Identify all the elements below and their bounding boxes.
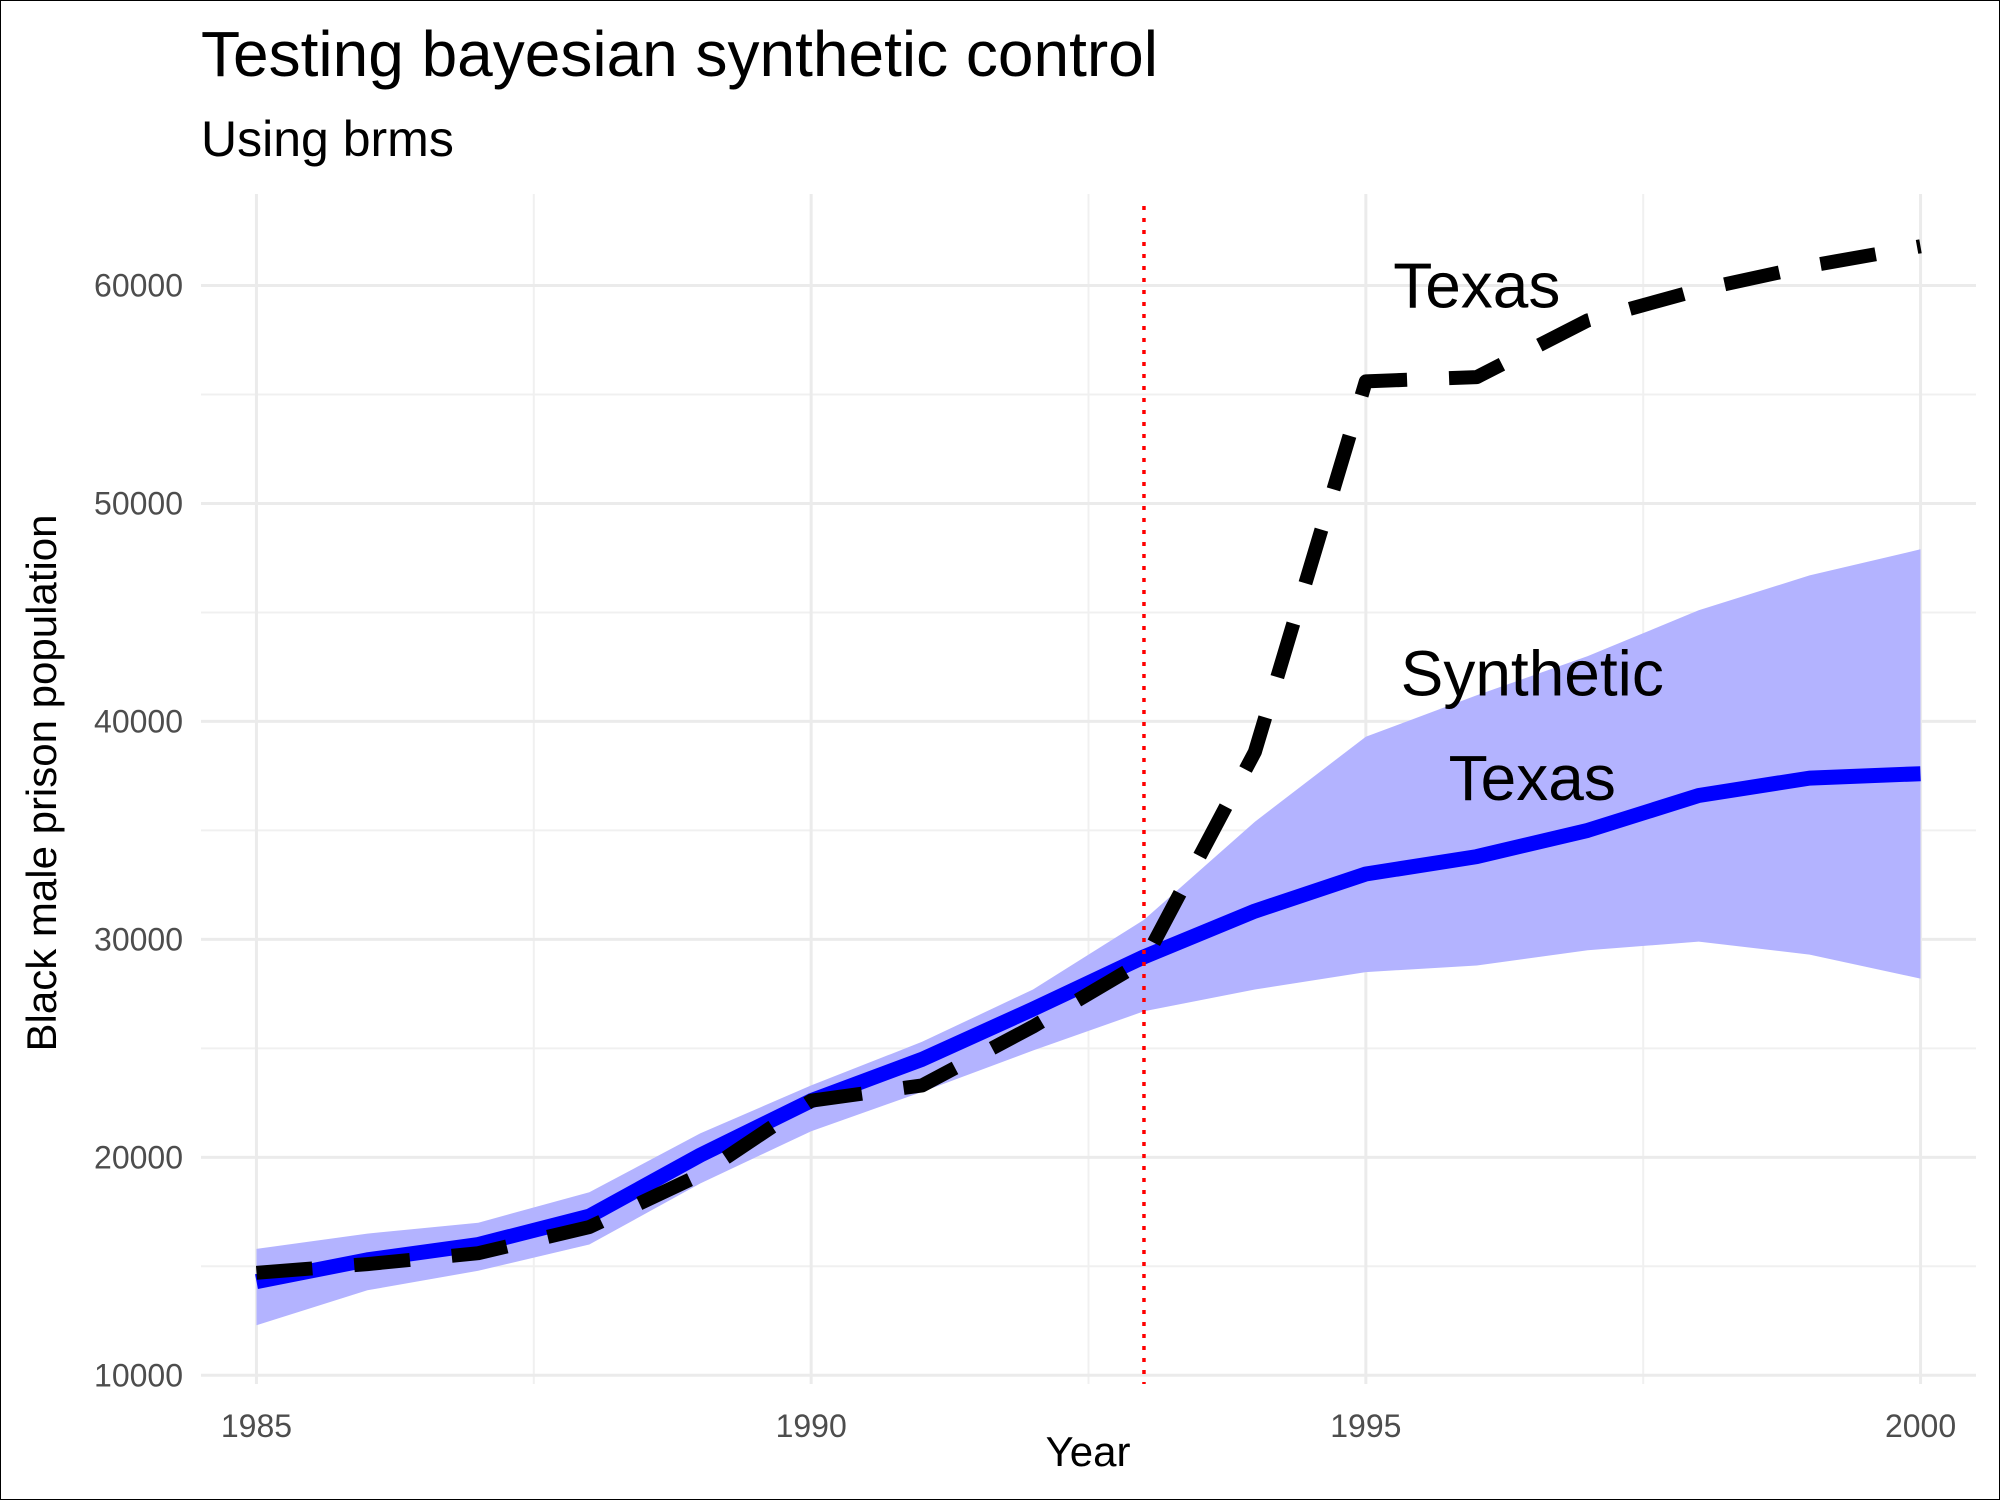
series-layer bbox=[255, 239, 1922, 1289]
annotation-label: Texas bbox=[1393, 250, 1560, 322]
y-axis-title: Black male prison population bbox=[18, 515, 65, 1052]
synthetic-texas-series-line bbox=[255, 766, 1921, 1289]
y-tick-label: 60000 bbox=[94, 268, 183, 304]
annotation-label: Texas bbox=[1449, 742, 1616, 814]
y-tick-label: 50000 bbox=[94, 485, 183, 521]
x-tick-label: 2000 bbox=[1885, 1408, 1956, 1444]
y-tick-label: 40000 bbox=[94, 703, 183, 739]
y-tick-label: 30000 bbox=[94, 921, 183, 957]
y-tick-label: 10000 bbox=[94, 1357, 183, 1393]
y-tick-label: 20000 bbox=[94, 1139, 183, 1175]
x-tick-label: 1990 bbox=[776, 1408, 847, 1444]
annotation-label: Synthetic bbox=[1401, 637, 1664, 709]
chart-subtitle: Using brms bbox=[201, 111, 454, 167]
annotations-layer: Texas Synthetic Texas bbox=[1393, 250, 1664, 815]
credible-interval-layer bbox=[256, 549, 1921, 1326]
x-tick-label: 1985 bbox=[221, 1408, 292, 1444]
credible-interval-band bbox=[256, 549, 1921, 1326]
chart-title: Testing bayesian synthetic control bbox=[201, 18, 1158, 90]
x-tick-label: 1995 bbox=[1330, 1408, 1401, 1444]
x-axis-title: Year bbox=[1046, 1428, 1131, 1475]
texas-series-line bbox=[255, 239, 1922, 1280]
tick-labels: 1985 1990 1995 2000 10000 20000 30000 40000 5000… bbox=[94, 268, 1956, 1444]
